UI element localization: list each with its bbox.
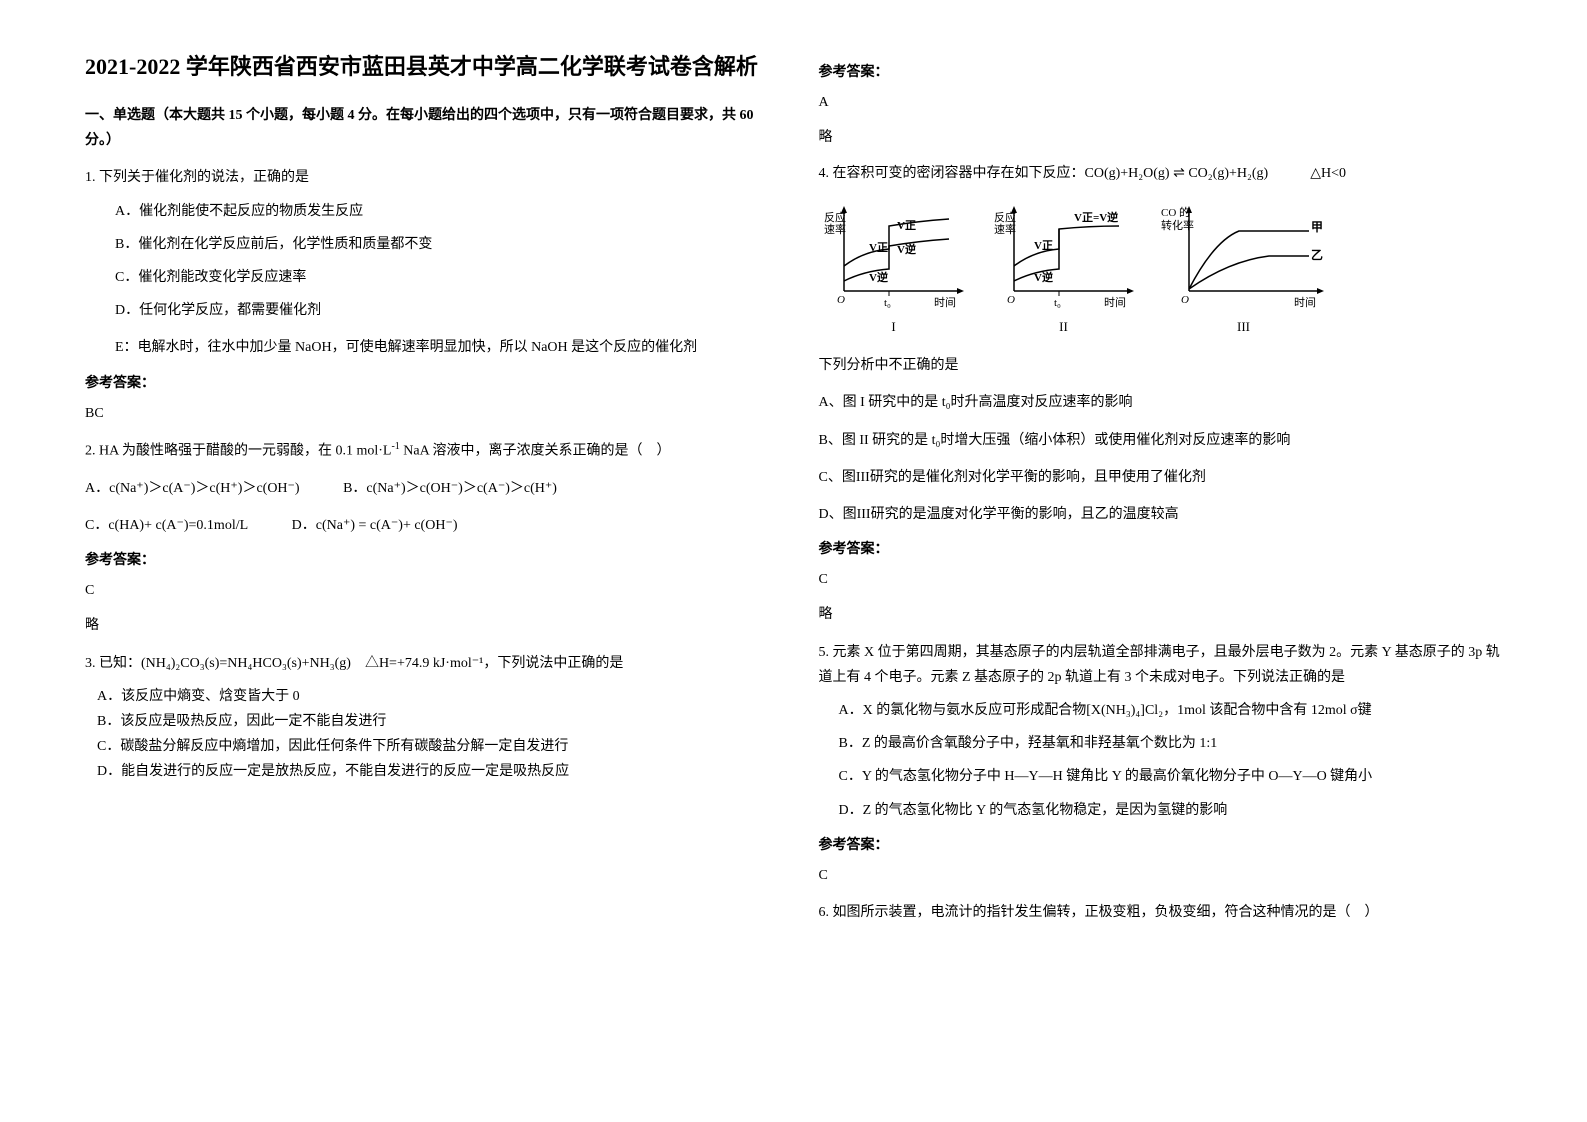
q2-opt-d: D．c(Na⁺) = c(A⁻)+ c(OH⁻) bbox=[292, 513, 458, 538]
q5-opt-b: B．Z 的最高价含氧酸分子中，羟基氧和非羟基氧个数比为 1:1 bbox=[839, 731, 1503, 756]
chart1-ylabel2: 速率 bbox=[824, 222, 846, 236]
q4-opt-b: B、图 II 研究的是 t₀时增大压强（缩小体积）或使用催化剂对反应速率的影响 bbox=[819, 428, 1503, 453]
q2-opts-row1: A．c(Na⁺)＞c(A⁻)＞c(H⁺)＞c(OH⁻) B．c(Na⁺)＞c(O… bbox=[85, 476, 769, 501]
q5-opt-a: A．X 的氯化物与氨水反应可形成配合物[X(NH₃)₄]Cl₂，1mol 该配合… bbox=[839, 698, 1503, 723]
q2-opt-c: C．c(HA)+ c(A⁻)=0.1mol/L bbox=[85, 513, 248, 538]
chart2-vz: V正 bbox=[1034, 239, 1053, 252]
q1-opt-c: C．催化剂能改变化学反应速率 bbox=[115, 265, 769, 290]
chart1-vz2: V正 bbox=[869, 241, 888, 254]
q1-opt-a: A．催化剂能使不起反应的物质发生反应 bbox=[115, 199, 769, 224]
chart3-roman: III bbox=[1237, 315, 1250, 338]
q2-opts-row2: C．c(HA)+ c(A⁻)=0.1mol/L D．c(Na⁺) = c(A⁻)… bbox=[85, 513, 769, 538]
q4-answer-label: 参考答案： bbox=[819, 537, 1503, 562]
chart3-ylabel2: 转化率 bbox=[1161, 218, 1194, 232]
q3-note: 略 bbox=[819, 125, 1503, 150]
q4-opt-d: D、图III研究的是温度对化学平衡的影响，且乙的温度较高 bbox=[819, 502, 1503, 527]
chart2-svg: 反应 速率 V正=V逆 V正 V逆 t₀ 时间 O bbox=[989, 201, 1139, 311]
chart1-ylabel: 反应 bbox=[824, 210, 846, 224]
q3-opt-d: D．能自发进行的反应一定是放热反应，不能自发进行的反应一定是吸热反应 bbox=[97, 759, 769, 784]
q4-substem: 下列分析中不正确的是 bbox=[819, 353, 1503, 378]
q2-stem-pre: 2. HA 为酸性略强于醋酸的一元弱酸，在 0.1 mol·L bbox=[85, 444, 391, 459]
q1-answer-label: 参考答案： bbox=[85, 371, 769, 396]
q5-opt-d: D．Z 的气态氢化物比 Y 的气态氢化物稳定，是因为氢键的影响 bbox=[839, 798, 1503, 823]
section-header: 一、单选题（本大题共 15 个小题，每小题 4 分。在每小题给出的四个选项中，只… bbox=[85, 103, 769, 153]
q2-answer-label: 参考答案： bbox=[85, 548, 769, 573]
right-column: 参考答案： A 略 4. 在容积可变的密闭容器中存在如下反应：CO(g)+H₂O… bbox=[794, 50, 1528, 1072]
q1-opt-e: E：电解水时，往水中加少量 NaOH，可使电解速率明显加快，所以 NaOH 是这… bbox=[115, 335, 769, 360]
q3-stem: 3. 已知：(NH₄)₂CO₃(s)=NH₄HCO₃(s)+NH₃(g) △H=… bbox=[85, 651, 769, 676]
chart-row: 反应 速率 V正 V逆 V正 V逆 t₀ 时间 O I 反应 bbox=[819, 201, 1503, 338]
q4-stem-post: CO₂(g)+H₂(g) △H<0 bbox=[1188, 166, 1346, 181]
chart1-svg: 反应 速率 V正 V逆 V正 V逆 t₀ 时间 O bbox=[819, 201, 969, 311]
q4-stem-pre: 4. 在容积可变的密闭容器中存在如下反应：CO(g)+H₂O(g) bbox=[819, 166, 1170, 181]
left-column: 2021-2022 学年陕西省西安市蓝田县英才中学高二化学联考试卷含解析 一、单… bbox=[60, 50, 794, 1072]
exam-title: 2021-2022 学年陕西省西安市蓝田县英才中学高二化学联考试卷含解析 bbox=[85, 50, 769, 83]
chart2-origin: O bbox=[1007, 294, 1015, 306]
chart2-eq: V正=V逆 bbox=[1074, 210, 1118, 224]
q5-opt-c: C．Y 的气态氢化物分子中 H—Y—H 键角比 Y 的最高价氧化物分子中 O—Y… bbox=[839, 764, 1503, 789]
q3-opt-c: C．碳酸盐分解反应中熵增加，因此任何条件下所有碳酸盐分解一定自发进行 bbox=[97, 734, 769, 759]
chart3-yi: 乙 bbox=[1311, 248, 1323, 262]
q2-stem-sup: -1 bbox=[391, 441, 399, 452]
q4-answer: C bbox=[819, 567, 1503, 592]
q2-opt-a: A．c(Na⁺)＞c(A⁻)＞c(H⁺)＞c(OH⁻) bbox=[85, 476, 300, 501]
chart2-ylabel2: 速率 bbox=[994, 222, 1016, 236]
q2-opt-b: B．c(Na⁺)＞c(OH⁻)＞c(A⁻)＞c(H⁺) bbox=[343, 476, 557, 501]
q5-answer-label: 参考答案： bbox=[819, 833, 1503, 858]
q3-opt-a: A．该反应中熵变、焓变皆大于 0 bbox=[97, 684, 769, 709]
q2-stem: 2. HA 为酸性略强于醋酸的一元弱酸，在 0.1 mol·L-1 NaA 溶液… bbox=[85, 438, 769, 464]
q3-opt-b: B．该反应是吸热反应，因此一定不能自发进行 bbox=[97, 709, 769, 734]
q2-answer: C bbox=[85, 578, 769, 603]
q4-opt-a: A、图 I 研究中的是 t₀时升高温度对反应速率的影响 bbox=[819, 390, 1503, 415]
q5-stem: 5. 元素 X 位于第四周期，其基态原子的内层轨道全部排满电子，且最外层电子数为… bbox=[819, 640, 1503, 690]
chart-2: 反应 速率 V正=V逆 V正 V逆 t₀ 时间 O II bbox=[989, 201, 1139, 338]
chart3-ylabel1: CO 的 bbox=[1161, 205, 1190, 219]
q5-answer: C bbox=[819, 863, 1503, 888]
q3-answer-label: 参考答案： bbox=[819, 60, 1503, 85]
q2-stem-post: NaA 溶液中，离子浓度关系正确的是（ ） bbox=[400, 444, 671, 459]
q4-note: 略 bbox=[819, 602, 1503, 627]
chart2-t0: t₀ bbox=[1054, 297, 1061, 309]
chart3-jia: 甲 bbox=[1311, 220, 1323, 234]
chart1-vn2: V逆 bbox=[869, 270, 888, 284]
chart1-t0: t₀ bbox=[884, 297, 891, 309]
chart3-svg: CO 的 转化率 甲 乙 时间 O bbox=[1159, 201, 1329, 311]
chart1-xlabel: 时间 bbox=[934, 296, 956, 309]
q1-opt-b: B．催化剂在化学反应前后，化学性质和质量都不变 bbox=[115, 232, 769, 257]
chart-3: CO 的 转化率 甲 乙 时间 O III bbox=[1159, 201, 1329, 338]
chart2-vn: V逆 bbox=[1034, 270, 1053, 284]
chart1-roman: I bbox=[891, 315, 895, 338]
q6-stem: 6. 如图所示装置，电流计的指针发生偏转，正极变粗，负极变细，符合这种情况的是（… bbox=[819, 900, 1503, 925]
q3-answer: A bbox=[819, 90, 1503, 115]
chart3-origin: O bbox=[1181, 294, 1189, 306]
q2-note: 略 bbox=[85, 613, 769, 638]
q4-arrow: ⇌ bbox=[1173, 166, 1185, 181]
q4-opt-c: C、图III研究的是催化剂对化学平衡的影响，且甲使用了催化剂 bbox=[819, 465, 1503, 490]
q1-opt-d: D．任何化学反应，都需要催化剂 bbox=[115, 298, 769, 323]
q1-stem: 1. 下列关于催化剂的说法，正确的是 bbox=[85, 165, 769, 190]
chart2-xlabel: 时间 bbox=[1104, 296, 1126, 309]
chart-1: 反应 速率 V正 V逆 V正 V逆 t₀ 时间 O I bbox=[819, 201, 969, 338]
q4-stem: 4. 在容积可变的密闭容器中存在如下反应：CO(g)+H₂O(g) ⇌ CO₂(… bbox=[819, 161, 1503, 186]
chart3-xlabel: 时间 bbox=[1294, 296, 1316, 309]
q1-answer: BC bbox=[85, 401, 769, 426]
chart1-origin: O bbox=[837, 294, 845, 306]
chart2-roman: II bbox=[1059, 315, 1068, 338]
chart1-vz: V正 bbox=[897, 219, 916, 232]
chart1-vn: V逆 bbox=[897, 242, 916, 256]
chart2-ylabel: 反应 bbox=[994, 210, 1016, 224]
